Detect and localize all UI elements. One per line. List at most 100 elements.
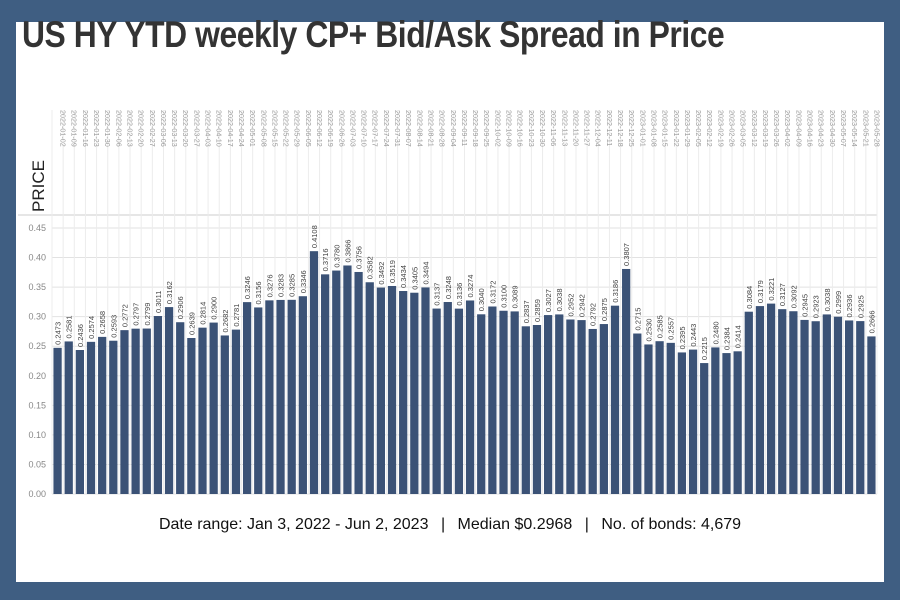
bar [332, 270, 341, 494]
data-label: 0.2875 [600, 298, 609, 321]
data-label: 0.2557 [667, 317, 676, 340]
category-label: 2022-07-31 [393, 110, 402, 147]
bar [655, 341, 664, 494]
category-label: 2023-05-14 [850, 110, 859, 147]
data-label: 0.2473 [54, 322, 63, 345]
data-label: 0.2414 [734, 325, 743, 348]
category-label: 2022-12-25 [627, 110, 636, 147]
category-label: 2023-01-29 [683, 110, 692, 147]
chart-title: US HY YTD weekly CP+ Bid/Ask Spread in P… [22, 14, 725, 55]
data-label: 0.3492 [377, 262, 386, 285]
data-label: 0.3866 [343, 240, 352, 263]
y-tick-label: 0.10 [28, 430, 46, 440]
data-label: 0.3221 [767, 278, 776, 301]
bar [477, 314, 486, 494]
data-label: 0.3434 [399, 265, 408, 288]
category-label: 2022-06-19 [326, 110, 335, 147]
category-label: 2022-05-15 [270, 110, 279, 147]
data-label: 0.3276 [265, 274, 274, 297]
data-label: 0.3716 [321, 248, 330, 271]
bar [254, 307, 263, 494]
bar [354, 271, 363, 494]
data-label: 0.2900 [210, 297, 219, 320]
bar [387, 285, 397, 494]
bar [220, 335, 229, 494]
category-label: 2022-06-05 [304, 110, 313, 147]
bar [376, 287, 386, 494]
bar [432, 308, 441, 494]
footer-separator: | [584, 516, 589, 533]
bar [365, 282, 374, 494]
category-label: 2022-07-10 [360, 110, 369, 147]
bar [231, 329, 241, 494]
data-label: 0.3780 [332, 245, 341, 268]
category-label: 2023-04-16 [806, 110, 815, 147]
bar [722, 353, 731, 494]
category-label: 2023-04-02 [783, 110, 792, 147]
bar [276, 299, 285, 494]
data-label: 0.2585 [656, 315, 665, 338]
data-label: 0.3100 [500, 285, 509, 308]
category-label: 2022-08-07 [404, 110, 413, 147]
data-label: 0.4108 [310, 225, 319, 248]
bar [811, 321, 820, 494]
data-label: 0.2859 [533, 299, 542, 322]
category-label: 2023-05-07 [839, 110, 848, 147]
bond-count-text: No. of bonds: 4,679 [601, 516, 742, 533]
bar [778, 309, 787, 494]
category-label: 2022-02-13 [125, 110, 134, 147]
bar [822, 314, 831, 494]
data-label: 0.3137 [433, 283, 442, 306]
bar [454, 308, 464, 494]
data-label: 0.2799 [143, 303, 152, 326]
bar [532, 325, 542, 494]
data-label: 0.2384 [722, 327, 731, 350]
bar [131, 328, 140, 494]
category-label: 2022-10-30 [538, 110, 547, 147]
data-label: 0.2593 [109, 315, 118, 338]
data-label: 0.3127 [778, 283, 787, 306]
category-label: 2023-02-26 [727, 110, 736, 147]
data-label: 0.2781 [232, 304, 241, 327]
bar [499, 310, 508, 494]
bar [688, 349, 698, 494]
bar [633, 333, 642, 494]
bar [845, 320, 854, 494]
y-tick-labels: 0.00 0.05 0.10 0.15 0.20 0.25 0.30 0.35 0.40 0.45 [28, 223, 46, 499]
bar [610, 305, 620, 494]
data-labels: 0.2473 0.2581 0.2436 0.2574 0.2658 0.2593 0.27… [54, 225, 877, 360]
category-label: 2023-03-05 [739, 110, 748, 147]
data-label: 0.2639 [187, 312, 196, 335]
category-label: 2022-05-22 [282, 110, 291, 147]
bar [488, 306, 497, 494]
category-label: 2022-11-27 [583, 110, 592, 146]
data-label: 0.3756 [355, 246, 364, 269]
category-label: 2022-11-06 [549, 110, 558, 146]
category-label: 2022-04-03 [204, 110, 213, 147]
chart-footer: Date range: Jan 3, 2022 - Jun 2, 2023 | … [0, 516, 900, 534]
data-label: 0.3807 [622, 243, 631, 266]
data-label: 0.2923 [812, 295, 821, 318]
category-label: 2022-12-04 [594, 110, 603, 147]
date-range-text: Date range: Jan 3, 2022 - Jun 2, 2023 [158, 516, 429, 533]
bar [644, 344, 653, 494]
bar [287, 299, 296, 494]
bar [187, 338, 196, 494]
category-label: 2023-01-15 [661, 110, 670, 147]
bar [577, 320, 586, 494]
bar [421, 287, 430, 494]
category-label: 2022-12-11 [605, 110, 614, 146]
y-tick-label: 0.40 [28, 253, 46, 263]
data-label: 0.2666 [867, 310, 876, 333]
category-label: 2022-11-20 [571, 110, 580, 146]
category-label: 2023-02-12 [705, 110, 714, 147]
data-label: 0.3346 [299, 270, 308, 293]
data-label: 0.3084 [745, 286, 754, 309]
category-label: 2023-02-05 [694, 110, 703, 147]
category-label: 2023-04-23 [817, 110, 826, 147]
bar [733, 351, 742, 494]
category-label: 2023-01-01 [638, 110, 647, 147]
bar [510, 311, 519, 494]
category-label: 2022-05-08 [259, 110, 268, 147]
bar [399, 291, 408, 494]
